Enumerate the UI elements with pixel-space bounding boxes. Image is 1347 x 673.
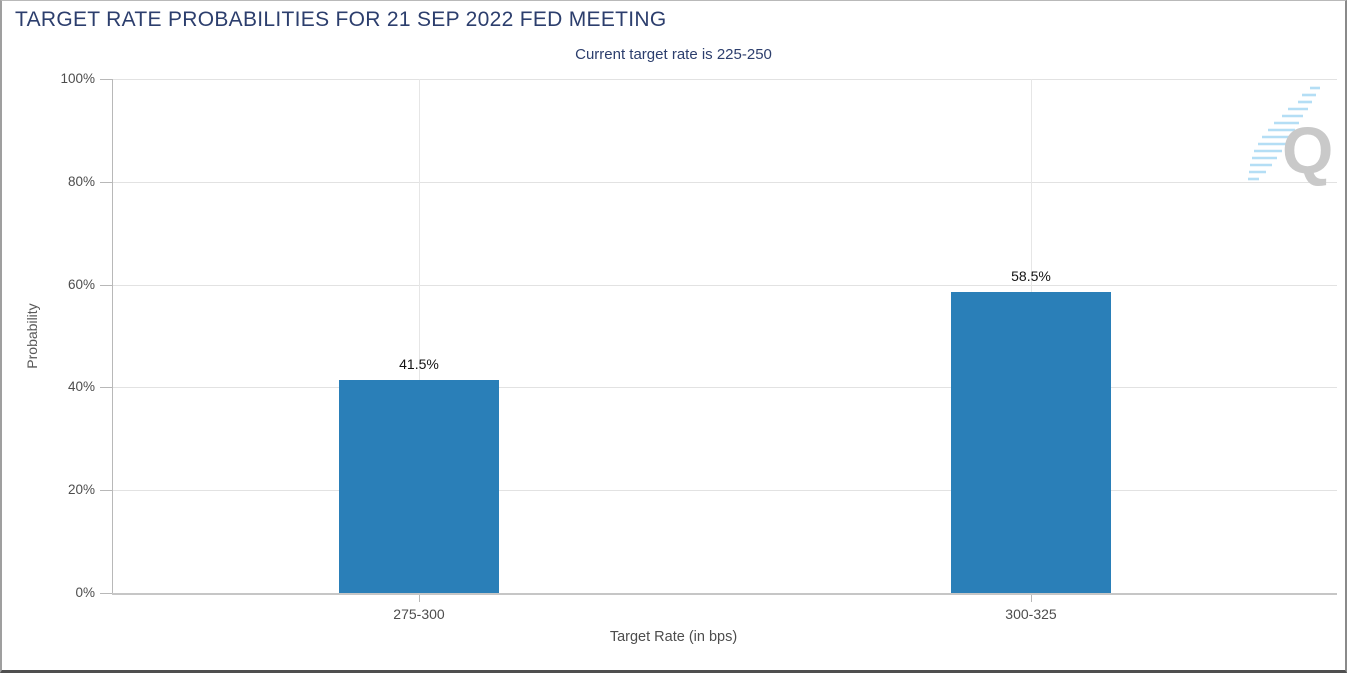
category-gridline <box>419 79 420 593</box>
x-tick-mark <box>419 595 420 602</box>
bar[interactable] <box>951 292 1111 593</box>
x-axis-label: Target Rate (in bps) <box>609 629 738 645</box>
y-tick-mark <box>100 79 112 80</box>
y-tick-label: 100% <box>60 71 95 86</box>
y-axis-label: Probability <box>24 303 40 369</box>
x-tick-label: 300-325 <box>1005 606 1057 622</box>
y-gridline <box>113 181 1337 183</box>
y-tick-mark <box>100 490 112 492</box>
x-tick-label: 275-300 <box>393 606 445 622</box>
y-tick-mark <box>100 284 112 286</box>
bar-value-label: 58.5% <box>1011 268 1051 285</box>
y-gridline <box>113 79 1337 80</box>
plot-area: 0% 20% 40% 60% 80% 100% 41.5% 275-300 58.5% 300-3… <box>60 71 1337 622</box>
y-tick-mark <box>100 181 112 183</box>
y-tick-label: 80% <box>67 173 95 189</box>
chart-subtitle: Current target rate is 225-250 <box>575 46 772 63</box>
y-tick-mark <box>100 593 112 594</box>
y-tick-label: 40% <box>67 379 95 395</box>
y-tick-label: 20% <box>67 482 95 498</box>
y-tick-label: 60% <box>67 276 95 292</box>
bar[interactable] <box>339 379 499 593</box>
y-gridline <box>113 284 1337 286</box>
y-tick-mark <box>100 387 112 389</box>
x-axis-line <box>112 593 1337 595</box>
y-tick-label: 0% <box>75 585 95 600</box>
bar-value-label: 41.5% <box>399 355 439 372</box>
y-gridline <box>113 387 1337 389</box>
y-gridline <box>113 490 1337 492</box>
x-tick-mark <box>1031 595 1032 602</box>
chart-title: TARGET RATE PROBABILITIES FOR 21 SEP 202… <box>15 8 667 31</box>
